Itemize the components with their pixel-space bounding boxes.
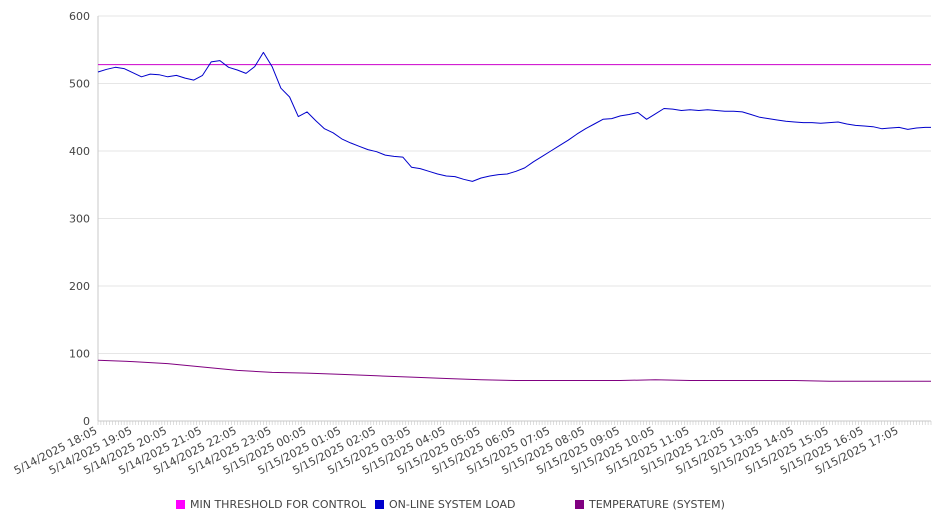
legend-item-temperature-system[interactable]: TEMPERATURE (SYSTEM) (575, 498, 725, 511)
y-tick-label: 100 (69, 348, 90, 361)
grid-lines (98, 15, 931, 354)
legend-label-min-threshold: MIN THRESHOLD FOR CONTROL (190, 498, 366, 511)
legend-item-online-system-load[interactable]: ON-LINE SYSTEM LOAD (375, 498, 515, 511)
y-tick-label: 200 (69, 280, 90, 293)
y-tick-label: 400 (69, 145, 90, 158)
axes (97, 16, 932, 425)
legend-label-online-system-load: ON-LINE SYSTEM LOAD (389, 498, 516, 511)
series-line-online-system-load (97, 51, 931, 182)
legend-label-temperature-system: TEMPERATURE (SYSTEM) (589, 498, 725, 511)
legend-item-min-threshold[interactable]: MIN THRESHOLD FOR CONTROL (176, 498, 366, 511)
series-layer (97, 51, 931, 382)
legend-swatch-online-system-load (375, 500, 384, 509)
y-tick-label: 500 (69, 78, 90, 91)
y-tick-label: 0 (83, 415, 90, 428)
legend-swatch-temperature-system (575, 500, 584, 509)
y-tick-label: 600 (69, 10, 90, 23)
y-tick-label: 300 (69, 213, 90, 226)
legend-swatch-min-threshold (176, 500, 185, 509)
legend: MIN THRESHOLD FOR CONTROL ON-LINE SYSTEM… (0, 498, 946, 514)
series-line-temperature-system (97, 359, 931, 382)
y-axis-ticks: 0 100 200 300 400 500 600 (69, 10, 90, 428)
x-axis-ticks: 5/14/2025 18:055/14/2025 19:055/14/2025 … (12, 424, 901, 477)
